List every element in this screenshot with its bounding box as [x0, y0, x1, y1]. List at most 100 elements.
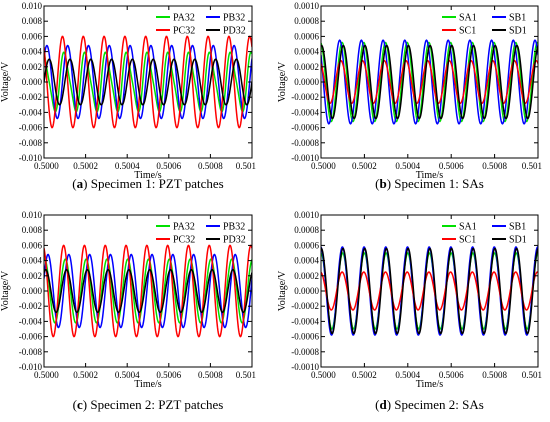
y-tick-label: 0.010 — [22, 1, 43, 11]
caption-letter: d — [379, 397, 387, 412]
caption-text: Specimen 2: SAs — [394, 397, 484, 412]
x-tick-label: 0.501 — [522, 161, 542, 171]
x-tick-label: 0.501 — [236, 370, 256, 380]
y-tick-label: 0.0006 — [294, 240, 319, 250]
legend-label-sd1: SD1 — [509, 235, 527, 246]
chart-panel-b: 0.0010 0.0008 0.0006 0.0004 0.0002 0.0000 -0.0… — [277, 1, 542, 191]
y-tick-label: 0.0010 — [294, 210, 319, 220]
series-line-sd1 — [321, 44, 538, 120]
x-tick-label: 0.5008 — [198, 161, 223, 171]
y-tick-label: -0.0008 — [291, 347, 319, 357]
chart-panel-c: 0.010 0.008 0.006 0.004 0.002 0.000 -0.002 -0.0… — [0, 210, 256, 412]
x-tick-label: 0.5006 — [156, 161, 181, 171]
legend-label-pc32: PC32 — [173, 235, 195, 246]
series-group — [321, 246, 538, 336]
plot-frame — [320, 5, 539, 159]
y-tick-label: -0.0002 — [291, 92, 319, 102]
legend-label-pa32: PA32 — [173, 222, 195, 233]
caption-open-paren: ( — [375, 176, 379, 191]
series-group — [44, 35, 252, 129]
chart-panel-a: 0.010 0.008 0.006 0.004 0.002 0.000 -0.002 -0.0… — [0, 1, 256, 191]
caption-text: Specimen 1: PZT patches — [91, 176, 224, 191]
y-tick-label: -0.0010 — [291, 153, 319, 163]
series-line-sa1 — [321, 252, 538, 330]
y-tick-label: -0.006 — [19, 123, 43, 133]
series-group — [44, 244, 252, 338]
y-tick-label: -0.010 — [19, 362, 43, 372]
y-tick-label: 0.0000 — [294, 77, 319, 87]
y-tick-label: 0.008 — [22, 225, 43, 235]
x-axis-title: Time/s — [416, 170, 444, 181]
legend-label-sb1: SB1 — [509, 222, 526, 233]
y-tick-label: 0.0008 — [294, 16, 319, 26]
x-tick-label: 0.5008 — [198, 370, 223, 380]
series-line-pc32 — [44, 244, 252, 338]
series-line-sc1 — [321, 271, 538, 311]
x-tick-label: 0.5002 — [73, 370, 98, 380]
legend: PA32 PB32 PC32 PD32 — [156, 222, 246, 246]
x-tick-label: 0.5000 — [311, 161, 336, 171]
y-tick-label: 0.010 — [22, 210, 43, 220]
y-tick-label: 0.0010 — [294, 1, 319, 11]
series-line-pd32 — [44, 268, 252, 314]
x-tick-label: 0.5002 — [352, 161, 377, 171]
x-tick-label: 0.5006 — [439, 370, 464, 380]
series-group — [321, 39, 538, 125]
legend-label-sd1: SD1 — [509, 26, 527, 37]
legend-label-pd32: PD32 — [223, 26, 246, 37]
caption-open-paren: ( — [375, 397, 379, 412]
series-line-sb1 — [321, 39, 538, 125]
x-tick-label: 0.5008 — [482, 161, 507, 171]
legend-label-pa32: PA32 — [173, 13, 195, 24]
y-tick-label: -0.004 — [19, 107, 43, 117]
y-tick-label: -0.002 — [19, 301, 42, 311]
legend-label-sc1: SC1 — [459, 26, 476, 37]
caption-open-paren: ( — [72, 176, 76, 191]
y-tick-label: 0.0006 — [294, 31, 319, 41]
y-tick-label: 0.002 — [22, 271, 42, 281]
y-tick-label: -0.004 — [19, 316, 43, 326]
x-tick-label: 0.5002 — [352, 370, 377, 380]
caption-text: Specimen 2: PZT patches — [90, 397, 223, 412]
x-axis-title: Time/s — [416, 379, 444, 390]
series-line-pb32 — [44, 253, 252, 329]
y-tick-label: -0.002 — [19, 92, 42, 102]
y-tick-label: -0.008 — [19, 138, 43, 148]
x-axis-title: Time/s — [134, 170, 162, 181]
panel-caption: (c) Specimen 2: PZT patches — [73, 397, 224, 412]
x-tick-label: 0.5000 — [34, 161, 59, 171]
series-line-sb1 — [321, 246, 538, 336]
y-tick-label: 0.006 — [22, 31, 43, 41]
caption-close-paren: ) — [387, 176, 395, 191]
panel-caption: (d) Specimen 2: SAs — [375, 397, 484, 412]
y-tick-label: 0.0002 — [294, 271, 319, 281]
y-tick-label: -0.0008 — [291, 138, 319, 148]
x-tick-label: 0.5004 — [395, 370, 420, 380]
y-axis-title: Voltage/V — [0, 61, 11, 102]
x-axis-title: Time/s — [134, 379, 162, 390]
caption-text: Specimen 1: SAs — [394, 176, 484, 191]
x-tick-label: 0.5000 — [34, 370, 59, 380]
legend-label-pc32: PC32 — [173, 26, 195, 37]
y-tick-label: 0.0002 — [294, 62, 319, 72]
plot-frame — [43, 214, 253, 368]
legend-label-pb32: PB32 — [223, 13, 245, 24]
series-line-sa1 — [321, 41, 538, 123]
legend: PA32 PB32 PC32 PD32 — [156, 13, 246, 37]
series-line-pd32 — [44, 58, 252, 106]
series-line-sc1 — [321, 59, 538, 105]
caption-letter: b — [379, 176, 386, 191]
series-line-pc32 — [44, 35, 252, 129]
caption-close-paren: ) — [83, 397, 91, 412]
x-tick-label: 0.5002 — [73, 161, 98, 171]
y-tick-label: 0.004 — [22, 47, 43, 57]
legend: SA1 SB1 SC1 SD1 — [442, 13, 527, 37]
y-tick-label: 0.008 — [22, 16, 43, 26]
y-axis-title: Voltage/V — [0, 270, 11, 311]
x-tick-label: 0.5008 — [482, 370, 507, 380]
caption-letter: c — [77, 397, 83, 412]
x-tick-label: 0.5004 — [115, 161, 140, 171]
y-tick-label: -0.010 — [19, 153, 43, 163]
caption-close-paren: ) — [387, 397, 395, 412]
legend-label-sa1: SA1 — [459, 13, 477, 24]
